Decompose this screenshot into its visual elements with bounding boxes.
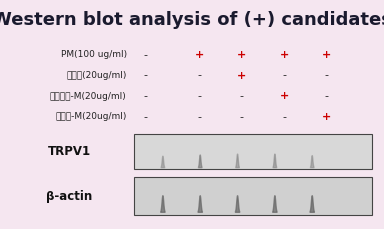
- Text: PM(100 ug/ml): PM(100 ug/ml): [61, 50, 127, 60]
- Text: -: -: [144, 91, 148, 101]
- Text: +: +: [322, 50, 331, 60]
- Text: +: +: [195, 50, 204, 60]
- Text: -: -: [324, 71, 328, 81]
- Text: 양배주-M(20ug/ml): 양배주-M(20ug/ml): [55, 112, 127, 121]
- Text: +: +: [280, 91, 289, 101]
- Text: -: -: [198, 71, 202, 81]
- FancyBboxPatch shape: [134, 177, 372, 215]
- Text: +: +: [322, 112, 331, 122]
- Text: -: -: [282, 112, 286, 122]
- Text: +: +: [237, 50, 247, 60]
- Text: -: -: [282, 71, 286, 81]
- Text: β-actin: β-actin: [46, 190, 92, 203]
- Text: -: -: [144, 50, 148, 60]
- Text: -: -: [240, 112, 244, 122]
- Text: -: -: [240, 91, 244, 101]
- FancyBboxPatch shape: [134, 134, 372, 169]
- Text: 브로콜리-M(20ug/ml): 브로콜리-M(20ug/ml): [50, 92, 127, 101]
- Text: +: +: [237, 71, 247, 81]
- Text: TRPV1: TRPV1: [48, 145, 91, 158]
- Text: -: -: [144, 71, 148, 81]
- Text: 휴라비(20ug/ml): 휴라비(20ug/ml): [66, 71, 127, 80]
- Text: -: -: [324, 91, 328, 101]
- Text: -: -: [198, 91, 202, 101]
- Text: +: +: [280, 50, 289, 60]
- Text: -: -: [144, 112, 148, 122]
- Text: -: -: [198, 112, 202, 122]
- Text: Western blot analysis of (+) candidates: Western blot analysis of (+) candidates: [0, 11, 384, 30]
